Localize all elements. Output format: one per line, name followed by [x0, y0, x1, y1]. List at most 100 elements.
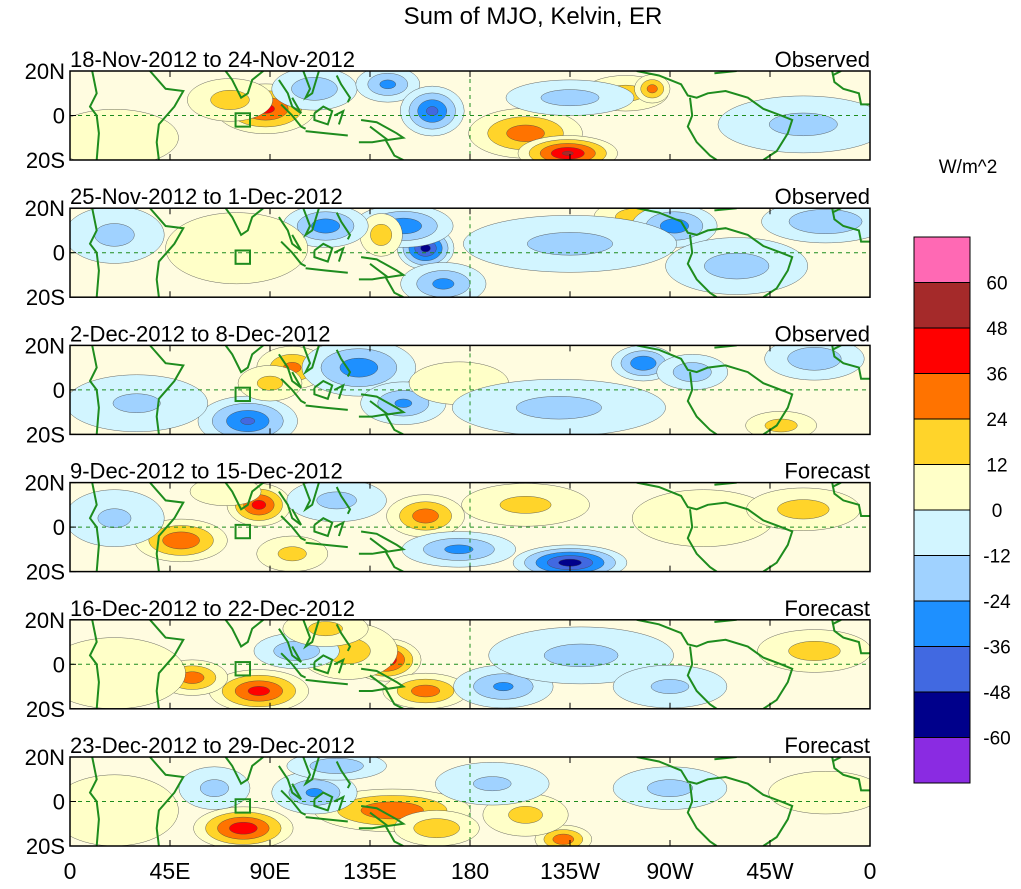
colorbar-tick-label: 12 [986, 456, 1007, 477]
contour-level [508, 806, 543, 824]
anomaly-blob [286, 757, 387, 781]
anomaly-blob [634, 74, 671, 104]
coastline-segment [149, 619, 185, 709]
colorbar-swatch [913, 600, 971, 647]
y-tick-label: 20S [26, 422, 65, 447]
colorbar: W/m^2 60 48 36 24 12 0 -12 -24 -36 -48 -60 [913, 157, 1011, 784]
colorbar-swatch [913, 646, 971, 693]
y-tick-label: 0 [53, 652, 65, 677]
contour-level [97, 508, 132, 528]
chart-title: Sum of MJO, Kelvin, ER [404, 3, 663, 30]
coastline-segment [149, 757, 185, 846]
contour-level [672, 362, 712, 382]
anomaly-blob [386, 494, 465, 538]
coastline-segment [358, 138, 404, 160]
panel-5: 20N 0 20S 16-Dec-2012 to 22-Dec-2012 Forecas… [25, 596, 871, 722]
contour-level [432, 278, 455, 290]
contour-level [630, 355, 657, 371]
colorbar-swatch [913, 464, 971, 511]
coastline-segment [313, 242, 334, 263]
x-tick-label: 45W [746, 858, 794, 884]
x-tick-label: 45E [150, 858, 191, 884]
panel-4: 20N 0 20S 9-Dec-2012 to 15-Dec-2012 Forecast [25, 459, 871, 585]
colorbar-tick-label: -24 [983, 592, 1011, 613]
coastline-segment [335, 212, 352, 240]
contour-level [506, 124, 545, 142]
anomaly-blob [382, 673, 469, 709]
coastline-segment [302, 208, 320, 238]
y-tick-label: 20N [25, 608, 65, 633]
contour-level [200, 779, 229, 797]
coastline-segment [360, 256, 407, 279]
coastline-segment [149, 482, 185, 572]
coastline-segment [149, 345, 185, 435]
contour-level [257, 375, 284, 391]
coastline-segment [278, 490, 302, 526]
x-tick-label: 0 [864, 858, 877, 884]
colorbar-swatch [913, 737, 971, 784]
anomaly-blob [187, 78, 273, 122]
anomaly-blob [611, 345, 676, 382]
panel-status: Forecast [784, 596, 870, 621]
coastline-segment [305, 267, 348, 274]
anomaly-blob [517, 135, 618, 160]
anomaly-blob [612, 664, 728, 709]
contour-level [647, 779, 693, 797]
contour-level [277, 546, 307, 562]
coastline-segment [278, 216, 302, 252]
anomaly-blob [768, 771, 870, 815]
x-tick-label: 180 [451, 858, 489, 884]
coastline-segment [224, 482, 264, 511]
coastline-segment [686, 646, 718, 709]
y-tick-label: 20N [25, 471, 65, 496]
panel-3: 20N 0 20S 2-Dec-2012 to 8-Dec-2012 Observed [25, 321, 871, 447]
panel-2: 20N 0 20S 25-Nov-2012 to 1-Dec-2012 Observed [25, 184, 871, 310]
contour-level [229, 822, 258, 835]
coastline-segment [302, 757, 320, 787]
coastline-segment [224, 757, 264, 786]
coastline-segment [302, 482, 320, 513]
contour-level [339, 357, 379, 378]
contour-level [394, 398, 413, 408]
coastline-segment [280, 378, 307, 405]
panel-period: 16-Dec-2012 to 22-Dec-2012 [70, 596, 355, 621]
coastline [88, 482, 870, 572]
coastline-segment [88, 208, 100, 298]
colorbar-swatch [913, 509, 971, 556]
coastline-segment [305, 130, 348, 137]
coastline-segment [280, 103, 307, 130]
anomaly-blob [165, 212, 308, 285]
contour-level [379, 79, 396, 90]
coastline-segment [358, 824, 404, 846]
colorbar-tick-label: -12 [983, 547, 1010, 568]
anomaly-field [70, 208, 870, 298]
anomaly-blob [512, 544, 628, 572]
anomaly-blob [393, 810, 480, 846]
coastline-segment [333, 520, 346, 537]
coastline-segment [333, 109, 346, 125]
contour-level [562, 151, 574, 156]
y-tick-label: 20N [25, 196, 65, 221]
coastline-segment [280, 515, 307, 542]
anomaly-blob [197, 395, 298, 435]
coastline-segment [88, 345, 100, 435]
coastline-segment [149, 208, 185, 298]
colorbar-tick-label: 0 [992, 501, 1003, 522]
coastline-segment [360, 119, 406, 142]
region-box [234, 249, 252, 265]
contour-level [311, 218, 340, 234]
panel-period: 18-Nov-2012 to 24-Nov-2012 [70, 47, 355, 72]
y-tick-label: 20N [25, 59, 65, 84]
contour-level [558, 558, 582, 567]
coastline-segment [831, 71, 870, 106]
y-tick-label: 0 [53, 241, 65, 266]
coastline-segment [280, 240, 307, 267]
contour-level [704, 252, 770, 280]
coastline-segment [224, 619, 264, 648]
anomaly-blob [505, 79, 635, 116]
anomaly-blob [70, 774, 179, 846]
x-tick-label: 90W [646, 858, 694, 884]
y-tick-label: 20S [26, 285, 65, 310]
contour-level [316, 491, 357, 510]
contour-level [308, 621, 343, 637]
